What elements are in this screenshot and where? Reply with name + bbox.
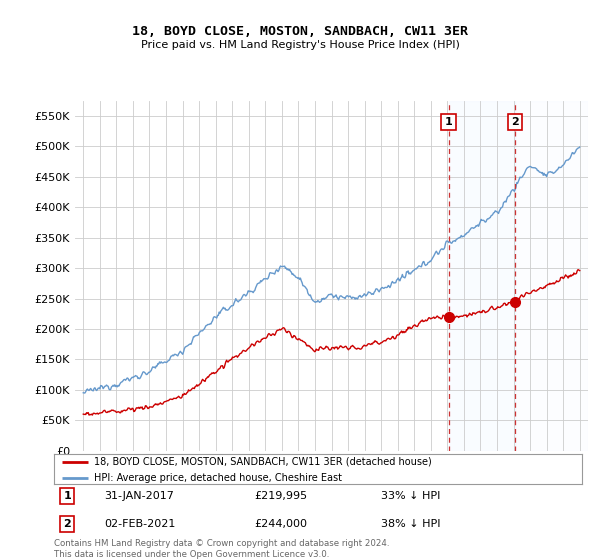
Bar: [449, 101, 515, 451]
Text: 02-FEB-2021: 02-FEB-2021: [104, 519, 176, 529]
Text: 18, BOYD CLOSE, MOSTON, SANDBACH, CW11 3ER: 18, BOYD CLOSE, MOSTON, SANDBACH, CW11 3…: [132, 25, 468, 38]
Text: 2: 2: [511, 117, 519, 127]
Text: 1: 1: [64, 491, 71, 501]
Text: 33% ↓ HPI: 33% ↓ HPI: [382, 491, 441, 501]
Text: 18, BOYD CLOSE, MOSTON, SANDBACH, CW11 3ER (detached house): 18, BOYD CLOSE, MOSTON, SANDBACH, CW11 3…: [94, 457, 431, 467]
Bar: [515, 101, 588, 451]
Text: Contains HM Land Registry data © Crown copyright and database right 2024.
This d: Contains HM Land Registry data © Crown c…: [54, 539, 389, 559]
Text: Price paid vs. HM Land Registry's House Price Index (HPI): Price paid vs. HM Land Registry's House …: [140, 40, 460, 50]
Text: 2: 2: [64, 519, 71, 529]
Text: 31-JAN-2017: 31-JAN-2017: [104, 491, 174, 501]
Text: £219,995: £219,995: [254, 491, 308, 501]
Text: £244,000: £244,000: [254, 519, 308, 529]
Text: 38% ↓ HPI: 38% ↓ HPI: [382, 519, 441, 529]
Text: 1: 1: [445, 117, 452, 127]
Text: HPI: Average price, detached house, Cheshire East: HPI: Average price, detached house, Ches…: [94, 473, 341, 483]
